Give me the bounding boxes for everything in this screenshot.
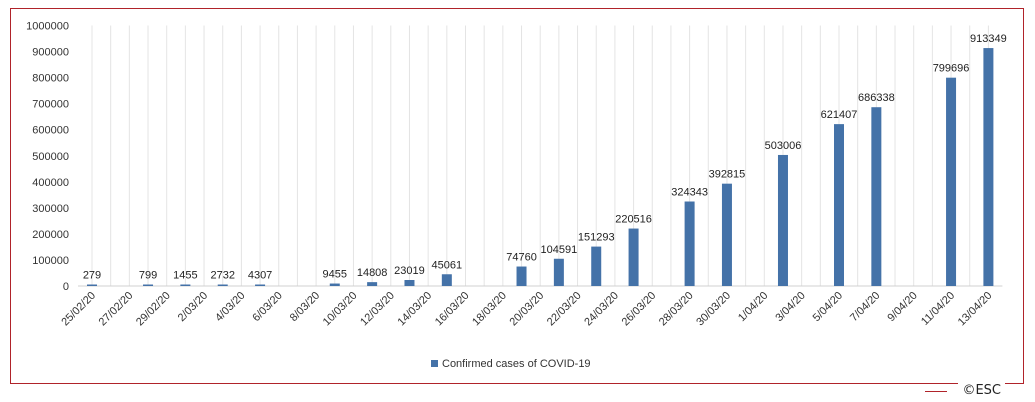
bar bbox=[441, 274, 452, 286]
chart-frame bbox=[10, 8, 1024, 384]
data-label: 279 bbox=[83, 270, 101, 282]
y-tick-label: 900000 bbox=[32, 47, 69, 59]
bar bbox=[516, 266, 527, 286]
y-tick-label: 700000 bbox=[32, 99, 69, 111]
bar bbox=[777, 154, 788, 286]
data-label: 45061 bbox=[432, 259, 463, 271]
bar bbox=[553, 258, 564, 286]
x-tick-label: 22/03/20 bbox=[545, 290, 584, 329]
bar bbox=[217, 284, 228, 286]
x-tick-label: 18/03/20 bbox=[470, 290, 509, 329]
y-tick-label: 0 bbox=[63, 281, 69, 293]
bar bbox=[591, 246, 602, 286]
data-label: 220516 bbox=[615, 214, 652, 226]
bar bbox=[946, 77, 957, 286]
bar bbox=[721, 183, 732, 286]
legend-swatch bbox=[431, 360, 438, 367]
x-tick-label: 30/03/20 bbox=[694, 290, 733, 329]
x-tick-label: 8/03/20 bbox=[288, 290, 322, 324]
x-tick-label: 16/03/20 bbox=[433, 290, 472, 329]
x-tick-label: 3/04/20 bbox=[773, 290, 807, 324]
bar bbox=[87, 284, 97, 286]
y-tick-label: 100000 bbox=[32, 255, 69, 267]
y-tick-label: 1000000 bbox=[26, 21, 69, 33]
x-tick-label: 9/04/20 bbox=[885, 290, 919, 324]
x-tick-label: 25/02/20 bbox=[59, 290, 98, 329]
copyright-credit: ©ESC bbox=[958, 383, 1005, 398]
x-tick-label: 4/03/20 bbox=[213, 290, 247, 324]
y-tick-label: 200000 bbox=[32, 229, 69, 241]
x-tick-label: 14/03/20 bbox=[396, 290, 435, 329]
data-label: 104591 bbox=[541, 244, 578, 256]
data-label: 1455 bbox=[173, 270, 197, 282]
x-tick-label: 6/03/20 bbox=[250, 290, 284, 324]
x-tick-label: 11/04/20 bbox=[919, 290, 957, 328]
y-tick-label: 400000 bbox=[32, 177, 69, 189]
x-tick-label: 27/02/20 bbox=[97, 290, 136, 329]
x-tick-label: 26/03/20 bbox=[620, 290, 659, 329]
x-tick-label: 13/04/20 bbox=[956, 290, 995, 329]
bar bbox=[834, 124, 844, 286]
bar bbox=[367, 282, 378, 286]
x-tick-label: 1/04/20 bbox=[736, 290, 770, 324]
bar bbox=[255, 284, 266, 286]
bar bbox=[180, 284, 191, 286]
data-label: 913349 bbox=[970, 33, 1007, 45]
data-label: 151293 bbox=[578, 232, 615, 244]
x-tick-label: 29/02/20 bbox=[134, 290, 173, 329]
y-tick-label: 800000 bbox=[32, 73, 69, 85]
legend-label: Confirmed cases of COVID-19 bbox=[442, 358, 591, 370]
x-tick-label: 10/03/20 bbox=[321, 290, 360, 329]
data-label: 392815 bbox=[709, 169, 746, 181]
data-label: 4307 bbox=[248, 270, 272, 282]
y-tick-label: 500000 bbox=[32, 151, 69, 163]
data-label: 14808 bbox=[357, 267, 388, 279]
bar bbox=[404, 280, 415, 286]
y-tick-label: 600000 bbox=[32, 125, 69, 137]
x-tick-label: 24/03/20 bbox=[582, 290, 621, 329]
data-label: 2732 bbox=[210, 270, 234, 282]
data-label: 686338 bbox=[858, 92, 895, 104]
bar bbox=[143, 284, 154, 286]
data-label: 74760 bbox=[506, 252, 537, 264]
bar bbox=[871, 107, 882, 286]
x-tick-label: 7/04/20 bbox=[848, 290, 882, 324]
data-label: 324343 bbox=[671, 187, 708, 199]
bar bbox=[628, 228, 639, 286]
y-tick-label: 300000 bbox=[32, 203, 69, 215]
x-tick-label: 20/03/20 bbox=[508, 290, 547, 329]
x-tick-label: 5/04/20 bbox=[811, 290, 845, 324]
bar bbox=[329, 283, 340, 286]
data-label: 799696 bbox=[933, 63, 970, 75]
data-label: 799 bbox=[139, 270, 157, 282]
x-tick-label: 2/03/20 bbox=[176, 290, 210, 324]
x-tick-label: 12/03/20 bbox=[358, 290, 397, 329]
data-label: 9455 bbox=[323, 269, 347, 281]
credit-rule bbox=[925, 391, 947, 392]
bar bbox=[684, 201, 695, 286]
x-tick-label: 28/03/20 bbox=[657, 290, 696, 329]
data-label: 503006 bbox=[765, 140, 802, 152]
bar bbox=[983, 48, 994, 286]
data-label: 621407 bbox=[821, 109, 858, 121]
data-label: 23019 bbox=[394, 265, 425, 277]
